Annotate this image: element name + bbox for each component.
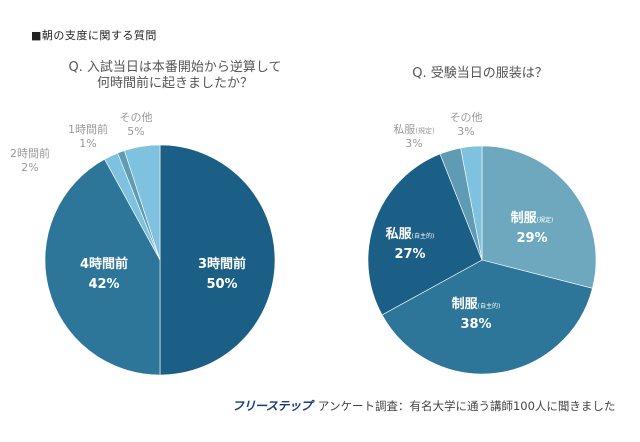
chart-2-title: Q. 受験当日の服装は？: [390, 66, 570, 82]
chart-2-slice-1-value: 29%: [516, 231, 547, 246]
chart-2-slice-4-name: 私服(規定): [393, 123, 435, 136]
chart-1-slice-2-label: 4時間前 42%: [80, 256, 128, 292]
chart-1-slice-2: [44, 158, 161, 376]
chart-2-slice-2-label: 制服(自主的) 38%: [452, 296, 501, 332]
chart-1-slice-1-name: 3時間前: [198, 256, 246, 272]
chart-2-slice-3-label: 私服(自主的) 27%: [386, 226, 435, 262]
chart-1-slice-5-name: その他: [120, 111, 153, 124]
chart-2-slice-1-name: 制服(規定): [511, 210, 554, 226]
chart-1-slice-5-value: 5%: [127, 125, 144, 138]
chart-1-slice-2-value: 42%: [88, 277, 119, 292]
chart-2-slice-5-name: その他: [450, 111, 483, 124]
chart-2-slice-3-value: 27%: [394, 247, 425, 262]
chart-1-slice-1-label: 3時間前 50%: [198, 256, 246, 292]
chart-1-slice-4-name: 1時間前: [68, 122, 108, 136]
chart-2-slice-4-label: 私服(規定)3%: [393, 123, 435, 150]
footer-text: アンケート調査：有名大学に通う講師100人に聞きました: [317, 398, 616, 413]
footer: フリーステップ アンケート調査：有名大学に通う講師100人に聞きました: [232, 397, 615, 414]
chart-1-title-line-2: 何時間前に起きましたか？: [96, 76, 253, 91]
chart-1-slice-5: [124, 144, 161, 261]
chart-1-slice-2-name: 4時間前: [80, 256, 128, 272]
chart-2-slice-3-name: 私服(自主的): [386, 226, 435, 242]
chart-2-slice-2-name: 制服(自主的): [452, 296, 501, 312]
chart-2-slice-3: [367, 153, 483, 316]
chart-1-title: Q. 入試当日は本番開始から逆算して 何時間前に起きましたか？: [60, 60, 290, 92]
chart-2-slice-5-value: 3%: [457, 125, 474, 138]
chart-2-slice-4-value: 3%: [405, 137, 422, 150]
brand-logo: フリーステップ: [232, 399, 312, 413]
chart-2-slice-1-label: 制服(規定) 29%: [511, 210, 554, 246]
chart-2-slice-5: [460, 145, 483, 261]
chart-2-slice-2: [381, 259, 593, 375]
chart-1-slice-1-value: 50%: [206, 277, 237, 292]
section-title: ■朝の支度に関する質問: [31, 29, 157, 42]
chart-2-title-line-1: Q. 受験当日の服装は？: [412, 66, 548, 81]
chart-1-title-line-1: Q. 入試当日は本番開始から逆算して: [68, 60, 282, 75]
chart-1-slice-4-value: 1%: [79, 137, 96, 150]
chart-1-slice-1: [159, 144, 276, 376]
chart-2-slice-1: [481, 145, 597, 289]
chart-1-slice-3-name: 2時間前: [10, 146, 50, 160]
chart-2-slice-2-value: 38%: [460, 317, 491, 332]
chart-1-slice-3-value: 2%: [21, 161, 38, 174]
